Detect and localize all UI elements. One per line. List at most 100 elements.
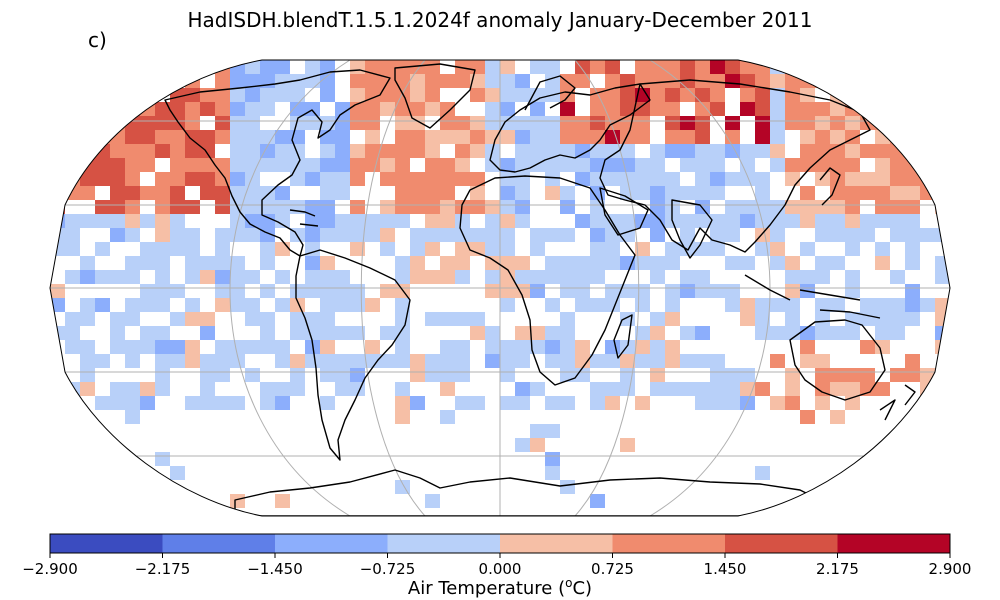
anomaly-cell — [80, 368, 95, 382]
anomaly-cell — [935, 186, 950, 200]
anomaly-cell — [650, 74, 665, 88]
anomaly-cell — [215, 228, 230, 242]
anomaly-cell — [650, 256, 665, 270]
anomaly-cell — [275, 158, 290, 172]
anomaly-cell — [380, 158, 395, 172]
anomaly-cell — [875, 382, 890, 396]
anomaly-cell — [650, 228, 665, 242]
anomaly-cell — [170, 172, 185, 186]
anomaly-cell — [350, 158, 365, 172]
anomaly-cell — [500, 74, 515, 88]
anomaly-cell — [110, 102, 125, 116]
anomaly-cell — [560, 158, 575, 172]
anomaly-cell — [875, 60, 890, 74]
anomaly-cell — [65, 270, 80, 284]
anomaly-cell — [245, 214, 260, 228]
anomaly-cell — [860, 298, 875, 312]
anomaly-cell — [365, 298, 380, 312]
anomaly-cell — [155, 494, 170, 508]
anomaly-cell — [785, 284, 800, 298]
anomaly-cell — [215, 340, 230, 354]
anomaly-cell — [170, 200, 185, 214]
anomaly-cell — [815, 214, 830, 228]
anomaly-cell — [560, 270, 575, 284]
anomaly-cell — [170, 130, 185, 144]
colorbar — [49, 533, 951, 558]
anomaly-cell — [275, 270, 290, 284]
anomaly-cell — [875, 312, 890, 326]
anomaly-cell — [545, 354, 560, 368]
anomaly-cell — [605, 354, 620, 368]
anomaly-cell — [680, 186, 695, 200]
anomaly-cell — [305, 312, 320, 326]
anomaly-cell — [785, 60, 800, 74]
anomaly-cell — [530, 340, 545, 354]
anomaly-cell — [590, 396, 605, 410]
anomaly-cell — [920, 88, 935, 102]
anomaly-cell — [305, 284, 320, 298]
anomaly-cell — [125, 74, 140, 88]
anomaly-cell — [170, 284, 185, 298]
anomaly-cell — [80, 116, 95, 130]
anomaly-cell — [170, 102, 185, 116]
anomaly-cell — [635, 298, 650, 312]
anomaly-cell — [275, 354, 290, 368]
anomaly-cell — [185, 312, 200, 326]
anomaly-cell — [410, 102, 425, 116]
anomaly-cell — [635, 326, 650, 340]
anomaly-cell — [350, 354, 365, 368]
anomaly-cell — [635, 130, 650, 144]
anomaly-cell — [785, 256, 800, 270]
anomaly-cell — [770, 74, 785, 88]
anomaly-cell — [740, 102, 755, 116]
anomaly-cell — [740, 298, 755, 312]
anomaly-cell — [890, 144, 905, 158]
anomaly-cell — [575, 172, 590, 186]
anomaly-cell — [815, 130, 830, 144]
anomaly-cell — [410, 354, 425, 368]
anomaly-cell — [920, 102, 935, 116]
anomaly-cell — [665, 172, 680, 186]
anomaly-cell — [215, 256, 230, 270]
anomaly-cell — [800, 186, 815, 200]
colorbar-tick-label: −2.175 — [134, 560, 191, 578]
meridian-line — [574, 60, 640, 516]
anomaly-cell — [275, 396, 290, 410]
anomaly-cell — [695, 186, 710, 200]
anomaly-cell — [575, 144, 590, 158]
anomaly-cell — [215, 368, 230, 382]
anomaly-cell — [260, 326, 275, 340]
anomaly-cell — [440, 340, 455, 354]
anomaly-cell — [470, 116, 485, 130]
anomaly-cell — [275, 60, 290, 74]
anomaly-cell — [335, 102, 350, 116]
anomaly-cell — [620, 382, 635, 396]
anomaly-cell — [695, 270, 710, 284]
anomaly-cell — [425, 130, 440, 144]
anomaly-cell — [500, 270, 515, 284]
anomaly-cell — [395, 88, 410, 102]
anomaly-cell — [380, 172, 395, 186]
anomaly-cell — [635, 256, 650, 270]
anomaly-cell — [545, 228, 560, 242]
anomaly-cell — [275, 340, 290, 354]
anomaly-cell — [470, 312, 485, 326]
anomaly-cell — [815, 326, 830, 340]
anomaly-cell — [875, 214, 890, 228]
colorbar-segment — [612, 534, 726, 553]
anomaly-cell — [860, 312, 875, 326]
anomaly-cell — [65, 74, 80, 88]
anomaly-cell — [620, 102, 635, 116]
anomaly-cell — [845, 312, 860, 326]
south-america-coast — [295, 249, 411, 461]
anomaly-cell — [140, 284, 155, 298]
anomaly-cell — [470, 88, 485, 102]
anomaly-cell — [650, 382, 665, 396]
anomaly-cell — [230, 396, 245, 410]
india-coast — [671, 199, 713, 259]
anomaly-cell — [305, 172, 320, 186]
anomaly-cell — [245, 340, 260, 354]
anomaly-cell — [395, 130, 410, 144]
anomaly-cell — [935, 270, 950, 284]
anomaly-cell — [920, 186, 935, 200]
